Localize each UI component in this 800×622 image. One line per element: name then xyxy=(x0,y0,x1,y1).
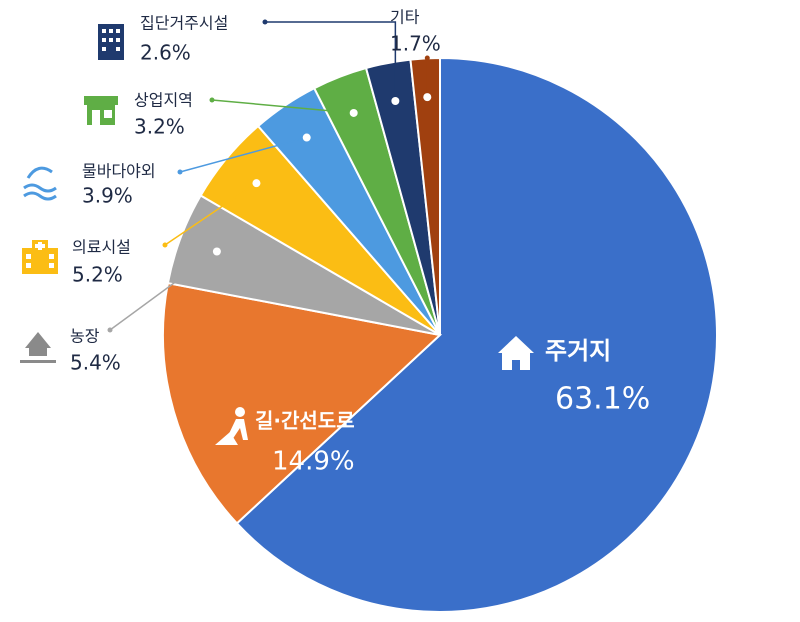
slice-label: 길·간선도로 xyxy=(255,409,355,433)
farm-icon xyxy=(20,332,56,363)
slices xyxy=(162,56,718,613)
leader-line xyxy=(109,250,218,331)
walker-icon xyxy=(215,407,248,445)
hospital-icon xyxy=(22,240,58,274)
leader-end xyxy=(424,55,430,61)
leader-dot xyxy=(212,247,221,256)
slice-label: 의료시설 xyxy=(72,238,131,257)
leader-dot xyxy=(349,108,358,117)
slice-label: 기타 xyxy=(390,8,420,27)
labels: 주거지 63.1% 길·간선도로 14.9% 농장 5.4% 의료시설 5.2% 물바다야외 3.… xyxy=(70,8,650,477)
slice-value: 3.2% xyxy=(134,115,185,139)
pie-slice xyxy=(162,281,443,525)
leader-end xyxy=(162,242,168,248)
wave-icon xyxy=(23,166,57,201)
leader-dot xyxy=(302,133,311,142)
slice-label: 상업지역 xyxy=(134,91,193,110)
building-icon xyxy=(98,24,124,60)
slice-label: 농장 xyxy=(70,327,100,346)
leader-dot xyxy=(423,93,432,102)
slice-value: 5.4% xyxy=(70,351,121,375)
slice-value: 3.9% xyxy=(82,184,133,208)
slice-label: 주거지 xyxy=(545,337,611,365)
slice-value: 1.7% xyxy=(390,32,441,56)
slice-label: 물바다야외 xyxy=(82,162,156,181)
shop-icon xyxy=(84,96,118,125)
pie-slice xyxy=(235,56,718,613)
leader-end xyxy=(177,169,183,175)
slice-value: 2.6% xyxy=(140,41,191,65)
slice-value: 63.1% xyxy=(555,382,650,417)
leader-dot xyxy=(252,179,261,188)
house-icon xyxy=(498,336,534,370)
leader-dot xyxy=(391,96,400,105)
leader-end xyxy=(107,327,113,333)
slice-label: 집단거주시설 xyxy=(140,14,228,33)
leader-line xyxy=(211,99,354,114)
leader-end xyxy=(262,19,268,25)
slice-value: 14.9% xyxy=(272,447,355,477)
slice-value: 5.2% xyxy=(72,263,123,287)
leader-line xyxy=(164,182,257,246)
leader-end xyxy=(209,97,215,103)
leader-line xyxy=(179,136,307,173)
leader-line xyxy=(265,21,397,101)
